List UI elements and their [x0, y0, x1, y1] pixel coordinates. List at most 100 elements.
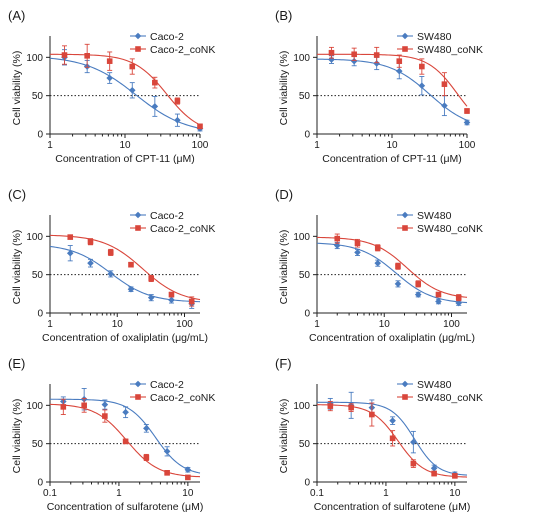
data-point-square [188, 298, 195, 305]
data-point-square [148, 275, 155, 282]
legend-label: SW480 [417, 210, 452, 222]
legend-label: SW480_coNK [417, 223, 483, 235]
data-point-square [374, 245, 381, 251]
y-tick-label: 100 [293, 53, 310, 64]
legend-marker-square [135, 46, 141, 52]
data-point-diamond [455, 299, 463, 307]
data-point-square [87, 238, 94, 245]
data-point-square [152, 79, 158, 86]
data-point-square [389, 435, 396, 442]
data-point-diamond [373, 60, 380, 67]
panel-label: (C) [8, 187, 26, 202]
data-point-square [84, 53, 90, 59]
x-axis-title: Concentration of sulfarotene (μM) [314, 501, 471, 513]
data-point-diamond [143, 425, 150, 432]
legend-label: SW480_coNK [417, 392, 483, 404]
data-point-diamond [151, 103, 159, 110]
x-tick-label: 10 [449, 488, 461, 499]
data-point-square [410, 460, 417, 467]
panel-label: (F) [275, 356, 292, 371]
data-point-square [464, 108, 470, 114]
panel-e: (E) 0 50 100 0.1 1 10 Concentration of sulfarot… [8, 356, 215, 513]
x-tick-label: 100 [176, 319, 193, 330]
y-tick-label: 100 [26, 232, 43, 243]
y-axis-title: Cell viability (%) [278, 399, 290, 474]
x-tick-label: 10 [379, 319, 391, 330]
data-point-square [455, 294, 462, 301]
legend-marker-diamond [134, 32, 142, 40]
data-point-diamond [333, 242, 341, 249]
data-point-square [67, 234, 74, 240]
data-point-diamond [350, 57, 358, 65]
data-point-diamond [410, 438, 417, 446]
x-axis-title: Concentration of sulfarotene (μM) [47, 501, 204, 513]
legend-marker-square [135, 225, 141, 231]
data-point-diamond [418, 82, 426, 89]
x-tick-label: 10 [112, 319, 124, 330]
panel-f: (F) 0 50 100 0.1 1 10 Concentration of sulfarot… [275, 356, 483, 513]
data-point-square [60, 404, 67, 410]
y-tick-label: 0 [37, 309, 43, 320]
x-axis-title: Concentration of CPT-11 (μM) [55, 153, 195, 165]
panel-label: (B) [275, 8, 292, 23]
data-point-square [107, 249, 114, 256]
data-point-diamond [106, 74, 113, 82]
data-point-diamond [122, 408, 129, 416]
data-point-square [143, 454, 150, 461]
y-tick-label: 0 [304, 130, 310, 141]
data-point-diamond [430, 464, 438, 472]
legend-label: Caco-2 [150, 31, 184, 43]
y-tick-label: 100 [26, 401, 43, 412]
data-point-square [106, 58, 113, 64]
x-tick-label: 1 [314, 319, 320, 330]
legend-label: Caco-2_coNK [150, 392, 215, 404]
data-point-diamond [374, 259, 382, 267]
series-caco-2 [49, 49, 204, 132]
data-point-square [334, 235, 341, 242]
x-tick-label: 100 [443, 319, 460, 330]
fit-curve [316, 236, 468, 298]
y-tick-label: 50 [299, 91, 311, 102]
data-point-square [396, 58, 403, 64]
data-point-diamond [87, 259, 94, 267]
data-point-square [327, 403, 334, 409]
fit-curve [49, 245, 201, 303]
y-tick-label: 0 [37, 478, 43, 489]
x-tick-label: 10 [119, 140, 131, 151]
data-point-diamond [435, 298, 442, 305]
data-point-square [419, 63, 425, 70]
legend-label: Caco-2 [150, 210, 184, 222]
series-sw480 [316, 242, 468, 307]
y-axis-title: Cell viability (%) [278, 51, 290, 126]
data-point-square [441, 81, 448, 87]
y-tick-label: 50 [32, 91, 44, 102]
y-axis-title: Cell viability (%) [11, 230, 23, 305]
data-point-square [122, 438, 129, 445]
panel-b: (B) 0 50 100 1 10 100 Concentration of CPT-11 (… [275, 8, 483, 165]
data-point-square [128, 261, 134, 268]
series-caco-2-conk [49, 234, 201, 307]
data-point-square [351, 51, 357, 58]
data-point-square [415, 281, 422, 287]
x-tick-label: 100 [192, 140, 209, 151]
legend-marker-square [402, 46, 408, 52]
x-tick-label: 100 [459, 140, 476, 151]
legend-marker-diamond [401, 32, 409, 40]
y-axis-title: Cell viability (%) [11, 51, 23, 126]
data-point-diamond [395, 67, 403, 75]
y-axis-title: Cell viability (%) [11, 399, 23, 474]
data-point-square [185, 474, 191, 481]
fit-curve [317, 401, 468, 476]
data-point-diamond [463, 119, 471, 126]
data-point-diamond [414, 291, 422, 298]
data-point-square [431, 470, 437, 477]
y-tick-label: 0 [37, 130, 43, 141]
x-tick-label: 10 [386, 140, 398, 151]
y-tick-label: 50 [299, 439, 311, 450]
